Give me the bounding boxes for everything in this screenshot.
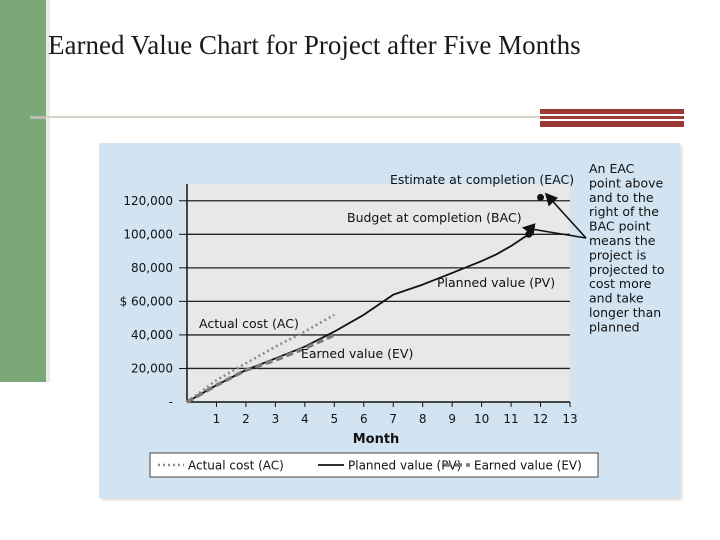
y-tick-label: -	[169, 395, 173, 409]
legend-label: Planned value (PV)	[348, 459, 461, 473]
x-tick-label: 1	[213, 412, 221, 426]
y-tick-label: $ 60,000	[120, 294, 173, 308]
y-tick-label: 120,000	[123, 194, 173, 208]
x-tick-label: 8	[419, 412, 427, 426]
decorative-green-bar	[0, 0, 46, 382]
axes	[186, 184, 570, 403]
side-note-line: and to the	[589, 190, 654, 205]
y-tick-labels: - 20,000 40,000 $ 60,000 80,000 100,000 120,00…	[120, 194, 187, 409]
legend-box	[149, 452, 599, 478]
decorative-red-stripe-3	[540, 121, 684, 127]
plot-area	[187, 184, 570, 402]
x-tick-label: 7	[389, 412, 397, 426]
x-tick-label: 6	[360, 412, 368, 426]
x-tick-label: 3	[272, 412, 280, 426]
legend-label: Actual cost (AC)	[188, 459, 284, 473]
annotation-ev: Earned value (EV)	[301, 346, 413, 361]
annotation-pv: Planned value (PV)	[437, 275, 555, 290]
x-tick-label: 2	[242, 412, 250, 426]
side-note-line: BAC point	[589, 219, 651, 234]
bac-point	[525, 230, 533, 238]
series-line-dotted	[186, 313, 335, 404]
x-tick-label: 5	[330, 412, 338, 426]
series-lines	[186, 233, 530, 404]
x-tick-label: 9	[448, 412, 456, 426]
eac-point	[537, 193, 545, 201]
y-tick-label: 20,000	[131, 361, 173, 375]
annotation-bac: Budget at completion (BAC)	[347, 210, 522, 225]
x-axis-label: Month	[353, 432, 400, 447]
side-note-line: longer than	[589, 305, 661, 320]
side-note-line: cost more	[589, 276, 652, 291]
side-note-line: projected to	[589, 262, 665, 277]
bac-arrow	[521, 223, 587, 239]
slide-title: Earned Value Chart for Project after Fiv…	[48, 30, 581, 60]
decorative-red-stripe-1	[540, 109, 684, 114]
annotation-eac: Estimate at completion (EAC)	[390, 172, 574, 187]
legend: Actual cost (AC) Planned value (PV) Earned…	[149, 452, 599, 478]
side-note-line: point above	[589, 175, 663, 190]
grid-lines	[187, 200, 570, 370]
x-tick-label: 11	[503, 412, 518, 426]
x-tick-label: 10	[474, 412, 489, 426]
title-rule-tick	[30, 116, 46, 119]
y-tick-label: 80,000	[131, 261, 173, 275]
series-line-dashed	[186, 333, 336, 404]
y-tick-label: 100,000	[123, 227, 173, 241]
plot-background	[187, 184, 570, 402]
title-rule	[30, 116, 540, 118]
side-note-line: means the	[589, 233, 656, 248]
legend-label: Earned value (EV)	[474, 459, 582, 473]
side-note-line: right of the	[589, 204, 659, 219]
x-tick-label: 4	[301, 412, 309, 426]
decorative-red-stripe-2	[540, 116, 684, 119]
annotation-ac: Actual cost (AC)	[199, 316, 299, 331]
y-tick-label: 40,000	[131, 328, 173, 342]
x-tick-label: 12	[533, 412, 548, 426]
side-note-line: An EAC	[589, 161, 635, 176]
x-tick-labels: 1 2 3 4 5 6 7 8 9 10 11 12 13	[213, 402, 578, 426]
side-note-line: project is	[589, 247, 646, 262]
eac-arrow	[544, 192, 587, 239]
side-note-line: and take	[589, 291, 644, 306]
side-note-line: planned	[589, 319, 640, 334]
x-tick-label: 13	[562, 412, 577, 426]
decorative-green-bar-shadow	[46, 0, 50, 382]
